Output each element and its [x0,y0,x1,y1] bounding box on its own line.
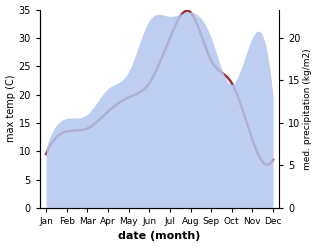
Y-axis label: med. precipitation (kg/m2): med. precipitation (kg/m2) [303,48,313,169]
X-axis label: date (month): date (month) [118,231,201,242]
Y-axis label: max temp (C): max temp (C) [5,75,16,143]
